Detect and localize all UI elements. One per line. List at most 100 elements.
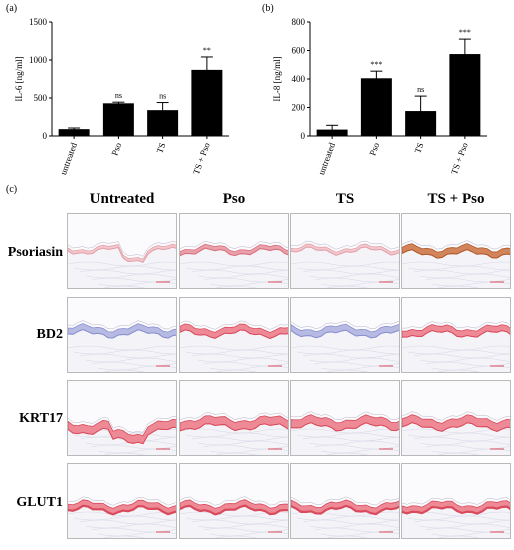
histology-glut1-ts-pso	[401, 463, 511, 539]
dermal-fibre	[103, 535, 146, 538]
histology-glut1-ts	[290, 463, 400, 539]
basal-layer	[68, 504, 176, 516]
dermal-fibre	[437, 452, 480, 455]
basal-layer	[291, 422, 399, 432]
basal-layer	[291, 329, 399, 339]
bar-a-1	[102, 103, 134, 136]
basal-layer	[402, 248, 510, 259]
histology-glut1-untreated	[67, 463, 177, 539]
y-tick-label: 200	[292, 103, 306, 113]
dermis	[402, 324, 510, 372]
histology-psoriasin-ts	[290, 213, 400, 289]
dermal-fibre	[215, 535, 258, 538]
dermal-fibre	[103, 369, 146, 372]
panel-label-b: (b)	[262, 3, 274, 14]
il6-bar-chart: 0 500 1000 1500 IL-6 [ng/ml] untreated ns Pso ns…	[14, 17, 229, 176]
basal-layer	[180, 423, 288, 432]
y-tick-label: 800	[292, 17, 306, 27]
basal-layer	[180, 329, 288, 340]
significance-label: ns	[417, 85, 424, 94]
significance-label: ns	[159, 92, 166, 101]
histology-glut1-pso	[179, 463, 289, 539]
significance-label: ***	[370, 60, 382, 69]
stratum-corneum	[180, 320, 288, 330]
histology-krt17-pso	[179, 380, 289, 456]
stratum-corneum	[402, 240, 510, 250]
column-header-pso: Pso	[222, 191, 246, 207]
y-tick-label: 1000	[29, 55, 48, 65]
stratum-corneum	[180, 496, 288, 506]
x-tick-label: Pso	[109, 141, 123, 157]
dermal-fibre	[103, 452, 146, 455]
histology-psoriasin-untreated	[67, 213, 177, 289]
dermal-fibre	[215, 369, 258, 372]
basal-layer	[291, 246, 399, 256]
column-header-ts: TS	[335, 191, 355, 207]
dermal-fibre	[437, 535, 480, 538]
histology-bd2-ts	[290, 297, 400, 373]
y-tick-label: 500	[34, 93, 48, 103]
stratum-corneum	[402, 497, 510, 505]
stratum-corneum	[68, 240, 176, 257]
row-header-bd2: BD2	[36, 327, 63, 342]
histology-psoriasin-ts-pso	[401, 213, 511, 289]
basal-layer	[402, 505, 510, 515]
panel-label-a: (a)	[6, 3, 18, 14]
histology-krt17-ts	[290, 380, 400, 456]
dermal-fibre	[326, 285, 369, 288]
basal-layer	[68, 328, 176, 339]
stratum-corneum	[402, 321, 510, 329]
y-tick-label: 400	[292, 74, 306, 84]
x-tick-label: TS + Pso	[191, 141, 212, 176]
stratum-corneum	[291, 411, 399, 421]
column-header-ts-pso: TS + Pso	[427, 191, 485, 207]
stratum-corneum	[68, 416, 176, 433]
histology-psoriasin-pso	[179, 213, 289, 289]
basal-layer	[291, 504, 399, 516]
row-header-glut1: GLUT1	[16, 495, 63, 510]
stratum-corneum	[291, 496, 399, 506]
y-tick-label: 0	[301, 131, 306, 141]
x-tick-label: Pso	[367, 141, 381, 157]
basal-layer	[180, 504, 288, 516]
histology-krt17-untreated	[67, 380, 177, 456]
dermis	[180, 415, 288, 455]
basal-layer	[180, 247, 288, 257]
y-tick-label: 600	[292, 46, 306, 56]
bar-a-0	[58, 129, 90, 136]
dermal-fibre	[326, 369, 369, 372]
stratum-corneum	[180, 240, 288, 249]
y-tick-label: 0	[43, 131, 48, 141]
stratum-corneum	[291, 240, 399, 250]
basal-layer	[402, 330, 510, 338]
panel-label-c: (c)	[6, 184, 18, 195]
stratum-corneum	[291, 320, 399, 330]
dermal-fibre	[437, 285, 480, 288]
dermal-fibre	[103, 285, 146, 288]
row-header-psoriasin: Psoriasin	[7, 245, 63, 260]
histology-bd2-untreated	[67, 297, 177, 373]
histology-bd2-ts-pso	[401, 297, 511, 373]
stratum-corneum	[402, 411, 510, 421]
stratum-corneum	[68, 320, 176, 330]
basal-layer	[68, 426, 176, 445]
dermis	[68, 323, 176, 372]
column-header-untreated: Untreated	[89, 191, 155, 207]
dermal-fibre	[326, 535, 369, 538]
x-tick-label: TS	[413, 141, 426, 154]
x-tick-label: TS	[155, 141, 168, 154]
histology-bd2-pso	[179, 297, 289, 373]
x-tick-label: untreated	[316, 141, 337, 176]
dermal-fibre	[215, 452, 258, 455]
histology-krt17-ts-pso	[401, 380, 511, 456]
significance-label: ns	[115, 91, 122, 100]
dermal-fibre	[215, 285, 258, 288]
dermal-fibre	[326, 452, 369, 455]
bar-b-1	[360, 78, 392, 136]
x-tick-label: TS + Pso	[449, 141, 470, 176]
stratum-corneum	[180, 412, 288, 421]
basal-layer	[402, 422, 510, 432]
y-axis-label: IL-8 [ng/ml]	[272, 56, 282, 101]
dermal-fibre	[437, 369, 480, 372]
il8-bar-chart: 0 200 400 600 800 IL-8 [ng/ml] untreated *** Pso…	[272, 17, 487, 176]
